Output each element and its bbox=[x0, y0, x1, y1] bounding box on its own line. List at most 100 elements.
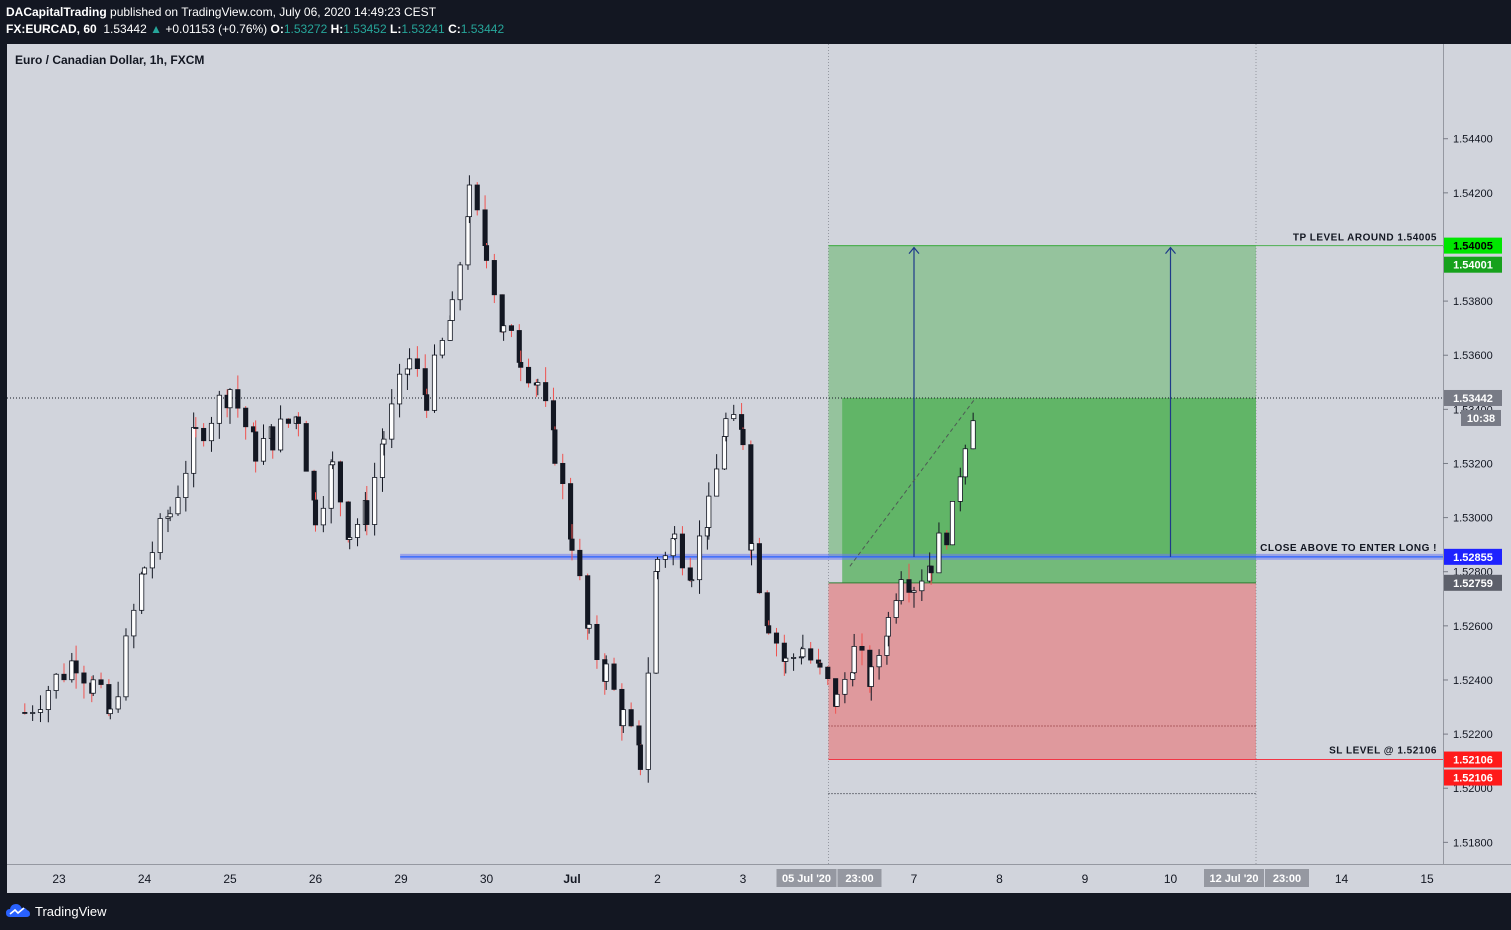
price-badge bbox=[1444, 574, 1502, 591]
range-start-date: 05 Jul '20 bbox=[782, 873, 831, 885]
candle bbox=[569, 538, 575, 551]
price-badge bbox=[1444, 751, 1502, 768]
candle bbox=[69, 660, 75, 681]
x-tick-label: 10 bbox=[1164, 872, 1178, 886]
y-tick-label: 1.53000 bbox=[1453, 513, 1493, 525]
change-arrow-icon: ▲ bbox=[150, 22, 162, 36]
candle bbox=[637, 744, 643, 770]
price-axis bbox=[1443, 44, 1511, 893]
high-value: 1.53452 bbox=[343, 22, 387, 36]
y-tick-label: 1.52400 bbox=[1453, 675, 1493, 687]
candle bbox=[447, 320, 453, 341]
candle bbox=[167, 513, 173, 518]
candle bbox=[81, 672, 87, 684]
price-chart[interactable]: Euro / Canadian Dollar, 1h, FXCM 1.51800 1… bbox=[0, 44, 1511, 893]
y-tick-label: 1.53600 bbox=[1453, 350, 1493, 362]
x-tick-label: 24 bbox=[138, 872, 152, 886]
candle bbox=[285, 418, 291, 424]
open-label: O: bbox=[270, 22, 284, 36]
last-price: 1.53442 bbox=[103, 22, 147, 36]
candle bbox=[193, 427, 199, 429]
candle bbox=[825, 666, 831, 680]
target-arrow-head-icon bbox=[1165, 246, 1176, 255]
candle bbox=[706, 495, 712, 528]
price-badge bbox=[1444, 237, 1502, 254]
range-end-time: 23:00 bbox=[1273, 873, 1301, 885]
y-tick-label: 1.53200 bbox=[1453, 458, 1493, 470]
candle bbox=[501, 325, 507, 333]
candle bbox=[911, 590, 917, 593]
price-badge-label: 1.52759 bbox=[1453, 578, 1493, 590]
tradingview-cloud-icon bbox=[6, 904, 30, 917]
close-label: C: bbox=[448, 22, 461, 36]
chart-title: Euro / Canadian Dollar, 1h, FXCM bbox=[15, 53, 204, 67]
candle bbox=[817, 662, 823, 668]
time-axis bbox=[7, 864, 1443, 893]
low-value: 1.53241 bbox=[401, 22, 445, 36]
high-label: H: bbox=[330, 22, 344, 36]
candle bbox=[906, 579, 912, 593]
candle bbox=[560, 462, 566, 485]
candle bbox=[466, 184, 472, 218]
candle bbox=[449, 299, 455, 321]
publish-info: published on TradingView.com, July 06, 2… bbox=[110, 5, 437, 19]
publish-line: DACapitalTrading published on TradingVie… bbox=[6, 5, 436, 19]
candle bbox=[518, 362, 524, 368]
candle bbox=[748, 444, 754, 551]
candle bbox=[670, 538, 676, 557]
candle bbox=[645, 672, 651, 770]
candle bbox=[876, 655, 882, 668]
candle bbox=[714, 468, 720, 497]
tradingview-brand: TradingView bbox=[35, 903, 107, 919]
candle bbox=[594, 623, 600, 661]
candle bbox=[201, 427, 207, 442]
candle bbox=[944, 532, 950, 546]
x-tick-label: 15 bbox=[1420, 872, 1434, 886]
candle bbox=[253, 431, 259, 462]
candle bbox=[898, 579, 904, 602]
candle bbox=[260, 438, 267, 462]
close-value: 1.53442 bbox=[460, 22, 505, 36]
left-frame bbox=[0, 44, 7, 893]
candle bbox=[773, 632, 780, 644]
candle bbox=[216, 394, 222, 424]
y-tick-label: 1.51800 bbox=[1453, 837, 1493, 849]
footer: TradingView bbox=[0, 893, 1511, 930]
candle bbox=[139, 573, 145, 611]
low-label: L: bbox=[390, 22, 402, 36]
candle bbox=[424, 394, 430, 411]
candle bbox=[962, 448, 968, 478]
ohlc-line: FX:EURCAD, 60 1.53442 ▲ +0.01153 (+0.76%… bbox=[6, 22, 504, 36]
candles-group bbox=[22, 175, 976, 783]
candle bbox=[766, 625, 772, 634]
author-name[interactable]: DACapitalTrading bbox=[6, 5, 107, 19]
symbol-label[interactable]: FX:EURCAD, 60 bbox=[6, 22, 97, 36]
candle bbox=[834, 693, 840, 707]
candle bbox=[748, 543, 755, 551]
candle bbox=[457, 264, 463, 301]
candle bbox=[508, 325, 514, 331]
candle bbox=[783, 657, 789, 662]
candle bbox=[662, 555, 668, 560]
candle bbox=[243, 407, 249, 428]
candle bbox=[550, 400, 557, 431]
y-tick-label: 1.54400 bbox=[1453, 134, 1493, 146]
candle bbox=[721, 436, 728, 470]
candle bbox=[295, 416, 301, 424]
price-badge bbox=[1461, 409, 1501, 426]
candle bbox=[679, 533, 685, 569]
candle bbox=[808, 648, 814, 661]
x-tick-label: 2 bbox=[654, 872, 661, 886]
x-tick-label: 30 bbox=[480, 872, 494, 886]
candle bbox=[611, 663, 617, 690]
candle bbox=[491, 260, 497, 296]
tradingview-logo[interactable]: TradingView bbox=[6, 903, 107, 919]
candle bbox=[731, 414, 737, 420]
trend-dashed-line bbox=[849, 397, 976, 567]
candle bbox=[30, 712, 36, 714]
candle bbox=[320, 507, 326, 526]
x-tick-label: 9 bbox=[1082, 872, 1089, 886]
price-badge bbox=[1444, 389, 1502, 406]
open-profit-zone bbox=[842, 397, 1256, 583]
y-tick-label: 1.54200 bbox=[1453, 188, 1493, 200]
